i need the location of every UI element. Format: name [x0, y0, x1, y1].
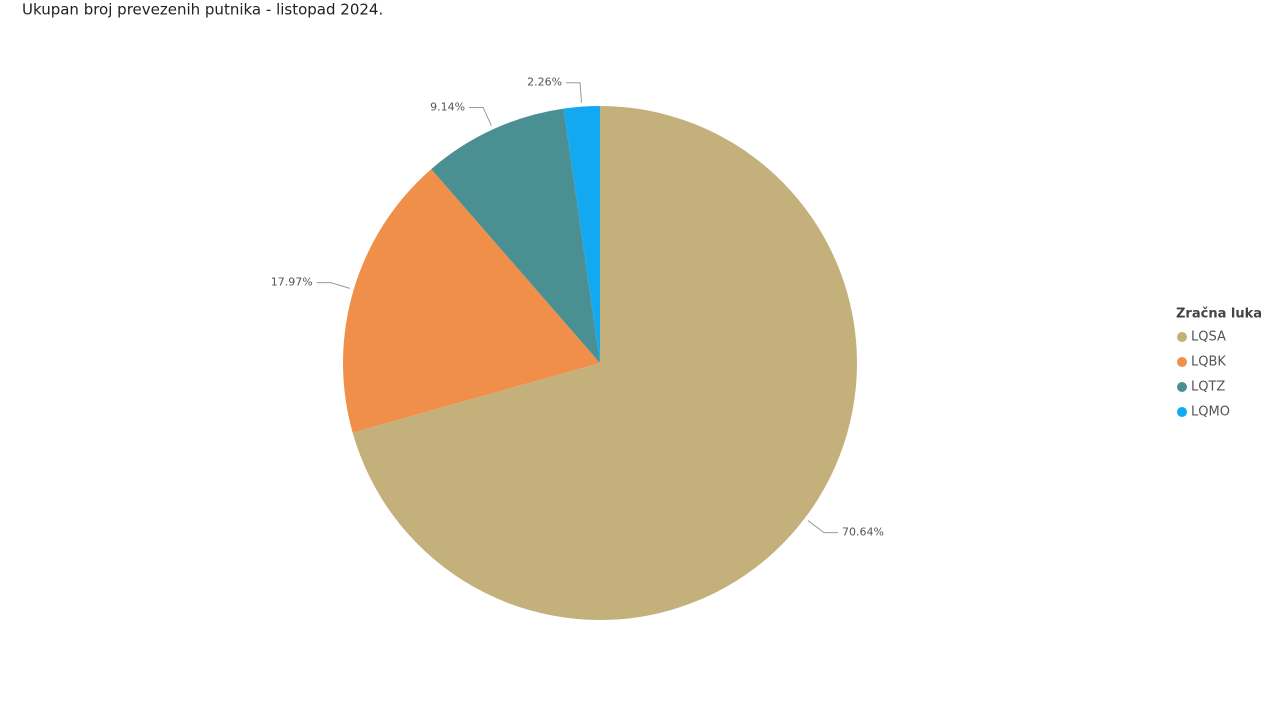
legend-marker — [1177, 382, 1187, 392]
legend-label: LQBK — [1191, 355, 1226, 370]
data-label: 70.64% — [842, 526, 884, 539]
chart-title: Ukupan broj prevezenih putnika - listopa… — [22, 1, 383, 19]
leader-line — [316, 282, 351, 289]
legend-title: Zračna luka — [1176, 307, 1262, 322]
data-label: 2.26% — [527, 76, 562, 89]
pie-slice — [431, 108, 600, 363]
pie-slice — [352, 106, 857, 620]
legend-label: LQSA — [1191, 330, 1226, 345]
legend-label: LQMO — [1191, 405, 1230, 420]
legend-marker — [1177, 357, 1187, 367]
pie-slice — [563, 106, 600, 363]
pie-slice — [343, 169, 600, 433]
legend-marker — [1177, 407, 1187, 417]
legend-marker — [1177, 332, 1187, 342]
leader-line — [469, 106, 492, 126]
data-label: 17.97% — [271, 276, 313, 289]
data-label: 9.14% — [430, 100, 465, 113]
leader-line — [566, 82, 582, 103]
legend-label: LQTZ — [1191, 380, 1225, 395]
leader-line — [807, 520, 839, 534]
